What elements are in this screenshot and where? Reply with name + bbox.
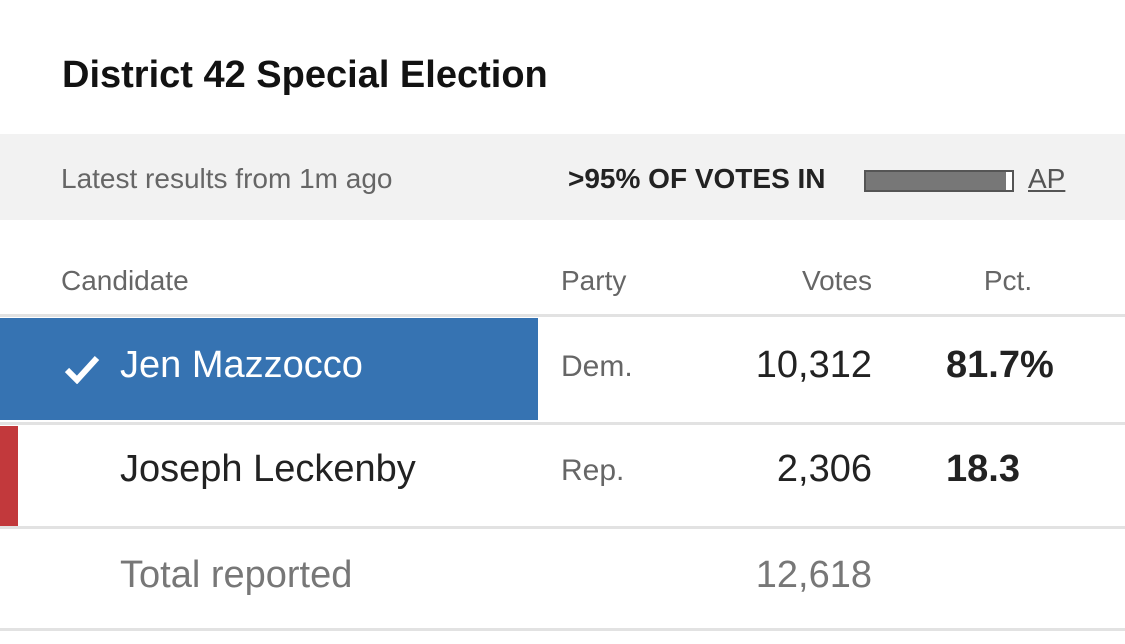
party: Rep. [561,454,625,487]
title: District 42 Special Election [62,54,548,96]
column-header: Party [561,265,627,296]
divider [0,628,1125,631]
total-votes: 12,618 [755,554,872,596]
updated-text: Latest results from 1m ago [61,163,393,194]
candidate-name: Joseph Leckenby [120,448,416,490]
party-marker [0,426,18,528]
votes: 10,312 [755,344,872,386]
source-link[interactable]: AP [1028,163,1066,194]
percent: 18.3 [946,448,1020,490]
divider [0,526,1125,529]
column-header: Pct. [983,265,1033,296]
candidate-name: Jen Mazzocco [120,344,363,386]
divider [0,314,1125,317]
column-header: Votes [801,265,872,296]
winner-check [64,354,100,385]
votes-in-label: >95% OF VOTES IN [568,163,826,194]
total-label: Total reported [120,554,353,596]
progress-fill [866,172,1006,190]
divider [0,422,1125,425]
column-header: Candidate [61,265,189,296]
progress-bar [864,170,1014,192]
percent: 81.7% [946,344,1054,386]
check-icon [64,355,100,385]
votes: 2,306 [776,448,872,490]
party: Dem. [561,350,633,383]
